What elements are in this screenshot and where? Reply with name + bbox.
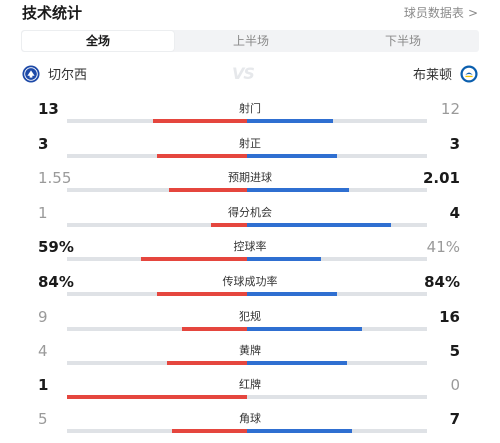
away-stat-bar: [247, 361, 347, 365]
away-team-name: 布莱顿: [412, 68, 452, 83]
away-stat-bar: [247, 188, 349, 192]
home-stat-bar: [169, 188, 247, 192]
away-value: 41%: [426, 238, 460, 256]
stat-row-shots: 13 射门 12: [0, 101, 500, 133]
away-value: 2.01: [422, 169, 460, 187]
tab-first-half[interactable]: 上半场: [232, 34, 269, 48]
away-stat-bar: [247, 154, 337, 158]
home-stat-bar: [182, 327, 247, 331]
stat-bar-track: [67, 395, 427, 399]
stat-label: 角球: [239, 412, 261, 425]
home-value: 4: [38, 342, 48, 360]
away-stat-bar: [247, 429, 352, 433]
stat-row-corners: 5 角球 7: [0, 411, 500, 443]
away-stat-bar: [247, 223, 391, 227]
home-team-name: 切尔西: [48, 68, 88, 83]
period-tabs: 全场 上半场 下半场: [21, 30, 479, 52]
stat-row-fouls: 9 犯规 16: [0, 309, 500, 341]
stat-label: 控球率: [233, 240, 267, 253]
home-value: 3: [38, 135, 49, 153]
stat-label: 黄牌: [239, 344, 261, 357]
away-value: 12: [440, 100, 460, 118]
home-value: 5: [38, 410, 48, 428]
stat-label: 犯规: [239, 310, 261, 323]
home-stat-bar: [167, 361, 247, 365]
away-value: 7: [449, 410, 460, 428]
home-team[interactable]: 切尔西: [22, 64, 87, 83]
home-stat-bar: [157, 292, 247, 296]
stat-row-yellow-cards: 4 黄牌 5: [0, 343, 500, 375]
home-value: 84%: [38, 273, 74, 291]
home-value: 1: [38, 204, 48, 222]
tab-full-match[interactable]: 全场: [22, 31, 174, 51]
page-title: 技术统计: [22, 4, 83, 22]
home-stat-bar: [157, 154, 247, 158]
chelsea-crest-icon: [22, 64, 40, 83]
vs-mark: VS: [232, 64, 255, 83]
brighton-crest-icon: [460, 64, 478, 83]
stat-row-expected-goals: 1.55 预期进球 2.01: [0, 170, 500, 202]
home-stat-bar: [141, 257, 247, 261]
tab-second-half[interactable]: 下半场: [384, 34, 421, 48]
away-stat-bar: [247, 119, 333, 123]
away-value: 16: [439, 308, 460, 326]
away-value: 84%: [424, 273, 460, 291]
home-value: 13: [38, 100, 59, 118]
stat-row-red-cards: 1 红牌 0: [0, 377, 500, 409]
stat-label: 射门: [239, 102, 261, 115]
stat-label: 射正: [239, 137, 261, 150]
stat-label: 预期进球: [228, 171, 272, 184]
home-stat-bar: [67, 395, 247, 399]
chevron-right-icon: >: [467, 6, 478, 20]
away-value: 4: [449, 204, 460, 222]
stat-label: 红牌: [239, 378, 261, 391]
home-value: 9: [38, 308, 48, 326]
away-value: 3: [449, 135, 460, 153]
stat-label: 得分机会: [228, 206, 272, 219]
home-value: 1.55: [38, 169, 72, 187]
away-stat-bar: [247, 327, 362, 331]
away-value: 0: [450, 376, 460, 394]
home-value: 1: [38, 376, 49, 394]
stat-row-shots-on-target: 3 射正 3: [0, 136, 500, 168]
home-stat-bar: [153, 119, 247, 123]
stats-header: 技术统计 球员数据表 >: [0, 0, 500, 24]
stat-row-big-chances: 1 得分机会 4: [0, 205, 500, 237]
away-team[interactable]: 布莱顿: [413, 64, 478, 83]
away-value: 5: [449, 342, 460, 360]
player-stats-link-label: 球员数据表: [403, 6, 464, 20]
stat-row-pass-accuracy: 84% 传球成功率 84%: [0, 274, 500, 306]
team-row: 切尔西 VS 布莱顿: [0, 62, 500, 88]
player-stats-link[interactable]: 球员数据表 >: [404, 4, 478, 21]
home-value: 59%: [38, 238, 74, 256]
home-stat-bar: [172, 429, 247, 433]
stat-label: 传球成功率: [222, 275, 278, 288]
away-stat-bar: [247, 257, 321, 261]
away-stat-bar: [247, 292, 337, 296]
stat-row-possession: 59% 控球率 41%: [0, 239, 500, 271]
home-stat-bar: [211, 223, 247, 227]
